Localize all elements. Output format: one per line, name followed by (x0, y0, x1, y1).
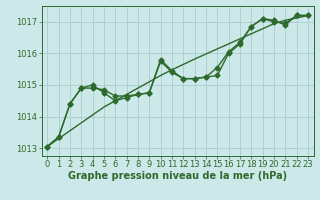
X-axis label: Graphe pression niveau de la mer (hPa): Graphe pression niveau de la mer (hPa) (68, 171, 287, 181)
